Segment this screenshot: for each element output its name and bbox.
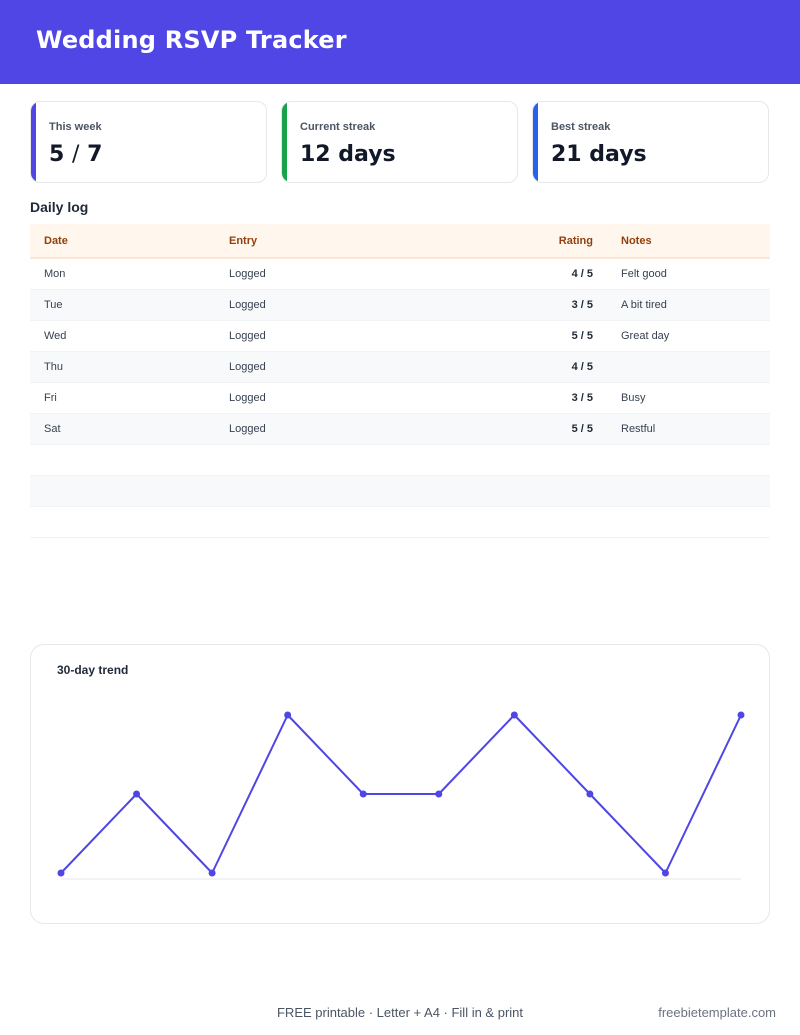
trend-point [57,869,65,877]
daily-log-table: Date Entry Rating Notes Mon Logged 4 / 5… [30,224,770,538]
stat-label: Best streak [551,121,611,133]
stat-accent-bar [282,102,287,182]
stat-card-current-streak: Current streak 12 days [281,101,518,183]
cell-notes [607,351,770,383]
cell-rating: 5 / 5 [437,320,607,352]
cell-notes [607,444,770,476]
stat-card-best-streak: Best streak 21 days [532,101,769,183]
cell-notes: Felt good [607,258,770,290]
stat-label: Current streak [300,121,376,133]
trend-point [359,790,367,798]
chart-title: 30-day trend [57,663,129,677]
trend-point [284,711,292,719]
table-row-empty [30,444,770,476]
cell-entry [215,444,437,476]
trend-points [57,711,745,877]
cell-date: Tue [30,289,215,321]
cell-notes: Restful [607,413,770,445]
trend-chart-card: 30-day trend [30,644,770,924]
cell-rating [437,506,607,538]
page-footer: FREE printable · Letter + A4 · Fill in &… [0,1005,800,1021]
stat-label: This week [49,121,102,133]
page-title: Wedding RSVP Tracker [36,26,347,54]
cell-date [30,475,215,507]
trend-point [435,790,443,798]
trend-series-line [60,714,742,874]
cell-entry: Logged [215,413,437,445]
table-row-empty [30,475,770,507]
cell-entry [215,506,437,538]
cell-date: Mon [30,258,215,290]
trend-point [737,711,745,719]
stat-card-this-week: This week 5 / 7 [30,101,267,183]
column-header-notes: Notes [607,224,770,259]
page-header: Wedding RSVP Tracker [0,0,800,84]
table-row: Wed Logged 5 / 5 Great day [30,320,770,352]
table-row: Sat Logged 5 / 5 Restful [30,413,770,445]
cell-rating: 3 / 5 [437,289,607,321]
trend-point [208,869,216,877]
column-header-date: Date [30,224,215,259]
stat-accent-bar [533,102,538,182]
cell-date [30,506,215,538]
trend-point [133,790,141,798]
cell-rating [437,475,607,507]
cell-entry: Logged [215,320,437,352]
stat-value: 21 days [551,142,647,167]
cell-notes: Busy [607,382,770,414]
trend-point [661,869,669,877]
table-row: Fri Logged 3 / 5 Busy [30,382,770,414]
cell-rating: 5 / 5 [437,413,607,445]
cell-entry: Logged [215,289,437,321]
stat-value-count: 5 [49,142,65,167]
table-row-empty [30,506,770,538]
stat-value: 5 / 7 [49,142,102,167]
cell-rating [437,444,607,476]
cell-entry: Logged [215,382,437,414]
cell-entry: Logged [215,258,437,290]
cell-date: Sat [30,413,215,445]
footer-brand: freebietemplate.com [658,1005,776,1020]
trend-point [586,790,594,798]
cell-notes: Great day [607,320,770,352]
cell-date [30,444,215,476]
cell-entry: Logged [215,351,437,383]
cell-entry [215,475,437,507]
footer-text: FREE printable · Letter + A4 · Fill in &… [276,1005,524,1020]
column-header-entry: Entry [215,224,437,259]
stat-value-separator: / [71,142,80,167]
trend-chart [57,711,745,880]
stat-accent-bar [31,102,36,182]
trend-point [510,711,518,719]
cell-notes [607,475,770,507]
table-header-row: Date Entry Rating Notes [30,224,770,259]
cell-rating: 4 / 5 [437,351,607,383]
cell-notes [607,506,770,538]
column-header-rating: Rating [437,224,607,259]
table-row: Tue Logged 3 / 5 A bit tired [30,289,770,321]
cell-date: Wed [30,320,215,352]
stat-value-total: 7 [87,142,103,167]
table-row: Mon Logged 4 / 5 Felt good [30,258,770,290]
table-row: Thu Logged 4 / 5 [30,351,770,383]
cell-rating: 4 / 5 [437,258,607,290]
cell-date: Fri [30,382,215,414]
stat-value: 12 days [300,142,396,167]
cell-rating: 3 / 5 [437,382,607,414]
cell-date: Thu [30,351,215,383]
cell-notes: A bit tired [607,289,770,321]
daily-log-title: Daily log [30,199,89,215]
